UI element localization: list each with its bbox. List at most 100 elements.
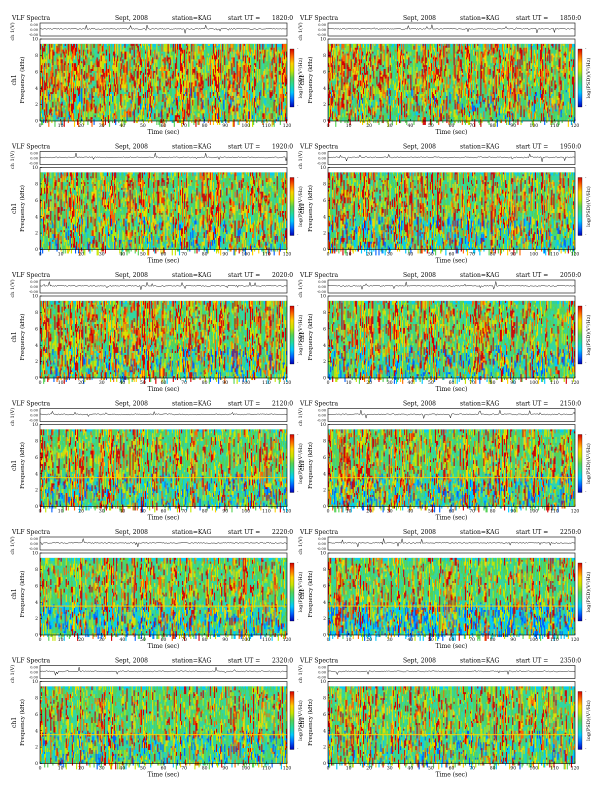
spectrogram-cell [87,44,88,46]
spectrogram-cell [115,100,116,106]
spectrogram-cell [45,82,46,90]
spectrogram-cell [138,113,139,115]
spectrogram-cell [173,86,174,88]
spectrogram-cell [171,94,172,96]
spectrogram-cell [109,111,110,119]
spectrogram-cell [153,52,154,54]
spectrogram-cell [168,117,169,121]
spectrogram-cell [245,90,246,94]
spectrogram-cell [207,90,208,94]
spectrogram-cell [99,79,100,85]
spectrogram-cell [244,108,245,110]
spectrogram-cell [61,115,62,117]
spectrogram-cell [182,79,183,85]
spectrogram-cell [91,117,92,119]
spectrogram-cell [124,69,125,77]
spectrogram-cell [184,63,185,67]
spectrogram-cell [88,65,89,73]
spectrogram-cell [87,100,88,108]
spectrogram-cell [178,113,179,115]
spectrogram-cell [242,44,243,50]
spectrogram-cell [56,54,57,58]
spectrogram-cell [74,55,75,59]
spectrogram-cell [190,82,191,84]
spectrogram-cell [54,119,55,127]
spectrogram-cell [52,108,53,116]
spectrogram-cell [92,113,93,117]
spectrogram-cell [238,69,239,77]
spectrogram-cell [146,90,147,98]
spectrogram-cell [238,94,239,98]
spectrogram-cell [138,79,139,87]
spectrogram-cell [217,119,218,125]
spectrogram-cell [184,67,185,69]
spectrogram-cell [102,46,103,52]
spectrogram-cell [218,73,219,77]
spectrogram-cell [176,81,177,87]
spectrogram-cell [152,92,153,100]
spectrogram-cell [178,77,179,83]
spectrogram-cell [209,44,210,46]
spectrogram-cell [62,96,63,98]
spectrogram-cell [161,88,162,92]
spectrogram-cell [79,94,80,102]
spectrogram-cell [186,113,187,121]
spectrogram-cell [165,44,166,48]
spectrogram-cell [247,79,248,83]
spectrogram-cell [233,50,234,58]
spectrogram-cell [189,44,190,48]
spectrogram-cell [235,44,236,52]
spectrogram-cell [189,82,190,88]
spectrogram-cell [202,44,203,48]
spectrogram-cell [183,63,184,71]
spectrogram-cell [122,81,123,89]
spectrogram-cell [61,104,62,110]
spectrogram-cell [170,77,171,83]
spectrogram-cell [245,113,246,119]
spectrogram-cell [116,71,117,73]
spectrogram-cell [66,65,67,73]
spectrogram-cell [223,115,224,121]
spectrogram-cell [53,55,54,63]
spectrogram-cell [226,65,227,73]
spectrogram-cell [84,59,85,61]
spectrogram-cell [242,77,243,79]
spectrogram-cell [187,98,188,106]
spectrogram-cell [215,104,216,110]
spectrogram-cell [210,92,211,98]
spectrogram-cell [103,96,104,98]
spectrogram-cell [178,90,179,92]
spectrogram-cell [219,71,220,73]
spectrogram-cell [233,65,234,67]
spectrogram-cell [126,61,127,67]
spectrogram-cell [186,75,187,77]
waveform-ytick: 0.00 [30,28,38,32]
spectrogram-cell [68,44,69,48]
spectrogram-cell [60,96,61,102]
spectrogram-cell [161,86,162,88]
spectrogram-cell [177,90,178,96]
spectrogram-cell [205,73,206,79]
spectrogram-cell [169,90,170,94]
spectrogram-cell [56,57,57,65]
spectrogram-cell [65,117,66,121]
spectrogram-cell [227,54,228,60]
spectrogram-cell [69,94,70,96]
spectrogram-cell [220,67,221,71]
spectrogram-cell [152,79,153,87]
spectrogram-cell [165,48,166,52]
spectrogram-cell [118,57,119,63]
spectrogram-cell [245,100,246,106]
spectrogram-cell [164,81,165,87]
spectrogram-cell [188,92,189,96]
spectrogram-cell [211,52,212,54]
spectrogram-cell [174,119,175,127]
spectrogram-cell [42,96,43,102]
spectrogram-cell [202,55,203,63]
spectrogram-cell [207,73,208,81]
spectrogram-cell [90,104,91,110]
spectrogram-cell [164,67,165,71]
spectrogram-cell [87,119,88,125]
spectrogram-cell [76,75,77,81]
spectrogram-cell [63,50,64,54]
